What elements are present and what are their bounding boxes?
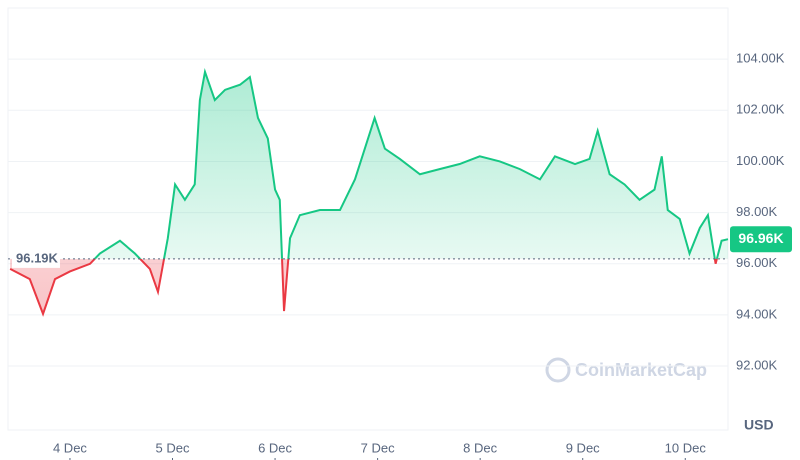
plot-frame — [7, 7, 729, 431]
last-price-label: 96.96K — [738, 230, 783, 246]
watermark-text: CoinMarketCap — [575, 360, 707, 380]
y-tick-label: 92.00K — [736, 357, 778, 372]
x-tick-label: 10 Dec — [665, 440, 707, 455]
y-tick-label: 102.00K — [736, 102, 785, 117]
line-up — [93, 68, 729, 259]
x-tick-label: 5 Dec — [156, 440, 190, 455]
y-tick-label: 98.00K — [736, 204, 778, 219]
baseline-label-bg — [12, 249, 60, 268]
x-tick-label: 7 Dec — [361, 440, 395, 455]
area-up — [10, 71, 728, 259]
baseline-label: 96.19K — [16, 250, 59, 265]
x-tick-label: 4 Dec — [53, 440, 87, 455]
y-tick-label: 104.00K — [736, 51, 785, 66]
y-tick-label: 94.00K — [736, 306, 778, 321]
x-tick-label: 8 Dec — [463, 440, 497, 455]
y-unit: USD — [744, 417, 774, 433]
watermark: CoinMarketCap — [545, 357, 707, 383]
x-tick-label: 6 Dec — [258, 440, 292, 455]
y-tick-label: 96.00K — [736, 255, 778, 270]
area-down — [10, 258, 717, 314]
y-tick-label: 100.00K — [736, 153, 785, 168]
x-tick-label: 9 Dec — [566, 440, 600, 455]
line-down — [9, 258, 718, 317]
last-price-box — [730, 226, 792, 253]
